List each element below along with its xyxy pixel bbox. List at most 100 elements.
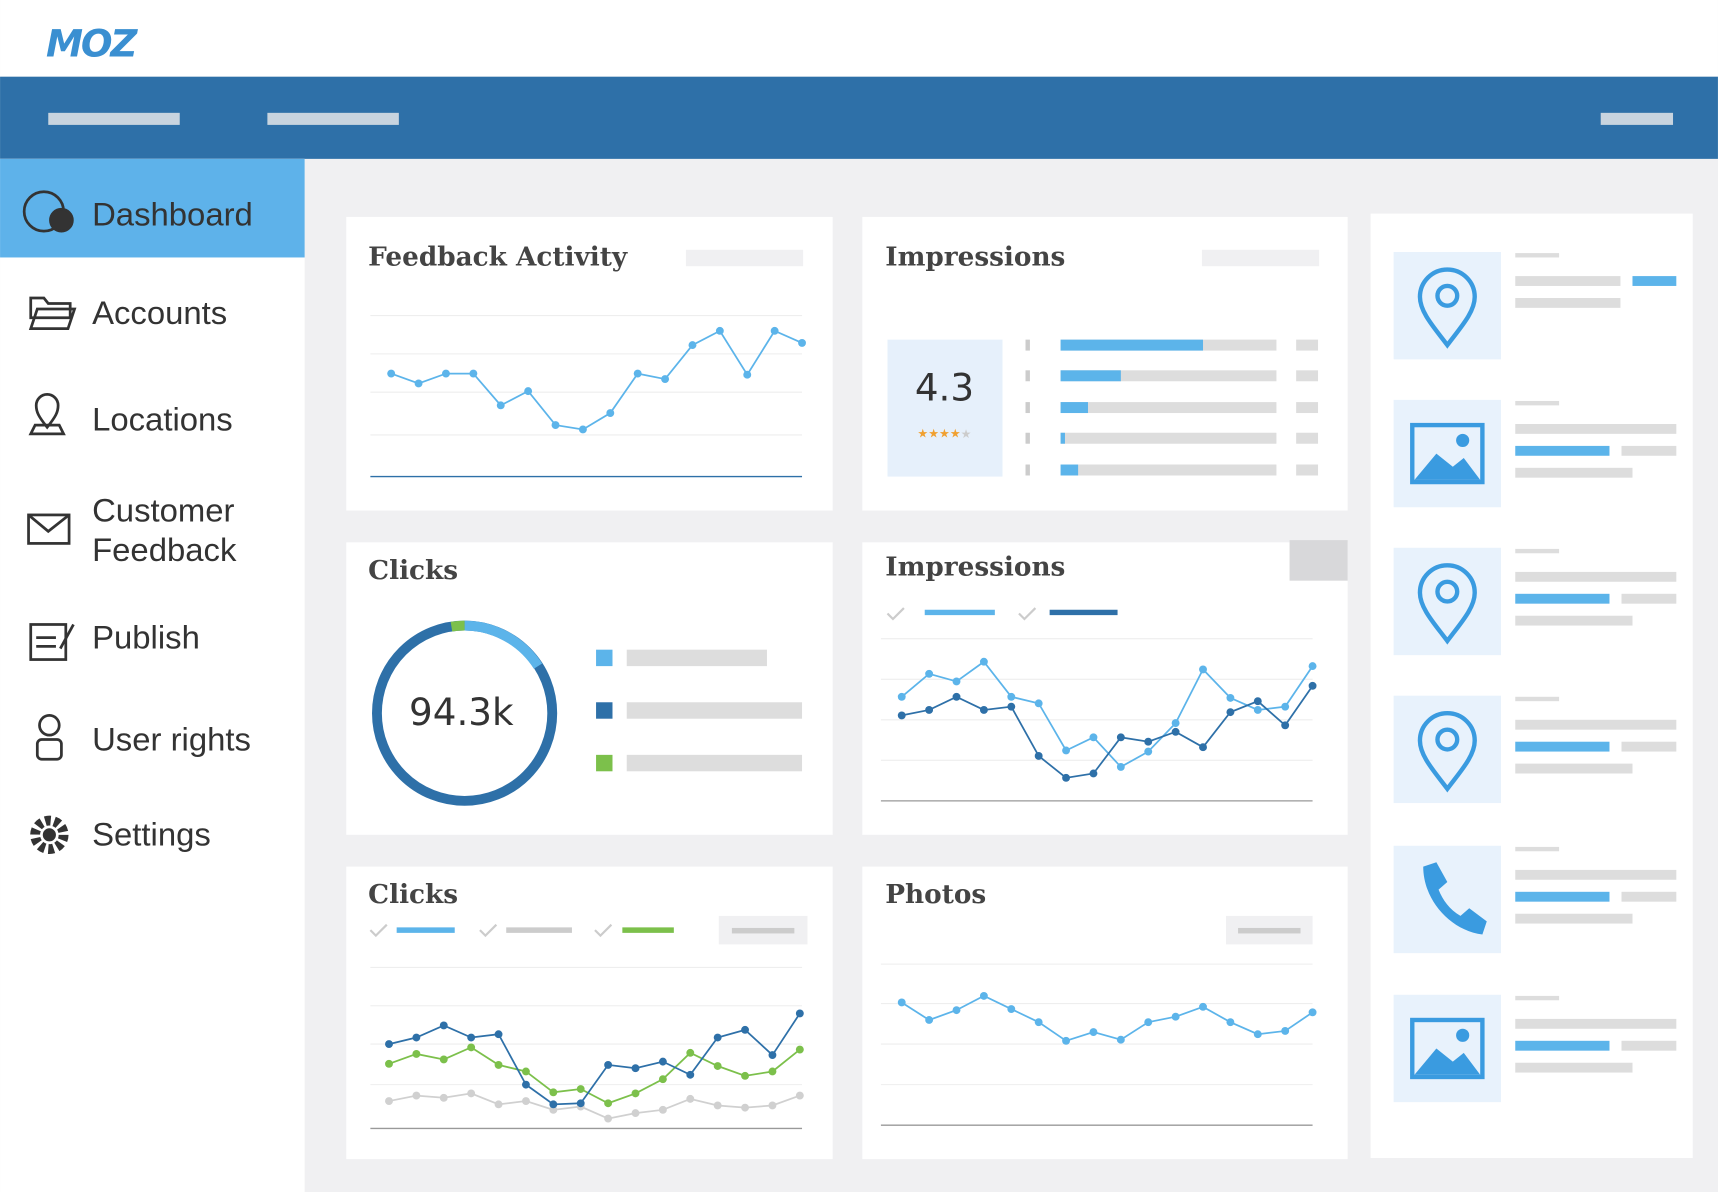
point — [795, 1045, 804, 1054]
point — [606, 409, 615, 417]
point — [1116, 762, 1125, 771]
point — [897, 711, 906, 720]
text-line — [1515, 719, 1677, 730]
image-sun — [1456, 433, 1470, 447]
point — [412, 1050, 421, 1058]
point — [1089, 733, 1098, 742]
point — [633, 369, 642, 378]
point — [743, 370, 752, 379]
nav-item[interactable]: Dashboard — [92, 196, 253, 233]
point — [1308, 662, 1317, 671]
nav-placeholder[interactable] — [48, 112, 180, 125]
bar-label — [1025, 464, 1030, 476]
pin-icon — [1417, 711, 1477, 793]
rating-box — [887, 339, 1003, 477]
pin-dot — [1435, 727, 1460, 752]
point — [1226, 693, 1235, 702]
donut-legend — [596, 649, 803, 772]
series-line — [901, 660, 1314, 769]
text-line — [1515, 1062, 1633, 1073]
point — [1253, 705, 1262, 714]
point — [385, 1059, 393, 1068]
nav-item[interactable]: User rights — [92, 720, 251, 757]
point — [576, 1085, 585, 1093]
bar-fill — [1060, 402, 1088, 414]
nav-item[interactable]: Publish — [92, 619, 200, 656]
rating: 4.3 — [915, 366, 974, 410]
nav-item[interactable]: Settings — [92, 816, 211, 853]
point — [897, 692, 906, 701]
point — [768, 1067, 777, 1076]
point — [741, 1071, 750, 1080]
point — [631, 1064, 640, 1073]
point — [387, 369, 396, 378]
rating-bars — [1025, 339, 1319, 476]
bar-count — [1296, 432, 1319, 444]
text-line — [1621, 891, 1677, 902]
point — [798, 338, 806, 347]
point — [768, 1051, 777, 1059]
bar-count — [1296, 464, 1319, 476]
nav-item[interactable]: Accounts — [92, 294, 227, 331]
text-line — [1621, 593, 1677, 604]
sidebar — [0, 158, 305, 1192]
placeholders — [685, 249, 1348, 945]
point — [658, 1057, 667, 1066]
point — [521, 1097, 530, 1106]
point — [979, 657, 988, 666]
point — [414, 379, 423, 388]
text-line — [1515, 467, 1633, 478]
text-line — [1515, 869, 1677, 880]
point — [549, 1100, 558, 1109]
point — [658, 1075, 667, 1084]
point — [1089, 769, 1098, 778]
point — [795, 1009, 804, 1018]
point — [412, 1033, 421, 1042]
nav-item[interactable]: Customer — [92, 491, 234, 528]
point — [741, 1025, 750, 1034]
point — [686, 1070, 695, 1079]
text-line — [1621, 741, 1677, 752]
nav-placeholder[interactable] — [1600, 112, 1674, 125]
point — [979, 705, 988, 714]
point — [686, 1048, 695, 1057]
nav-placeholder[interactable] — [267, 112, 399, 125]
pin-dot — [1435, 283, 1460, 308]
text-line — [1515, 763, 1633, 774]
point — [412, 1091, 421, 1100]
point — [1034, 1018, 1043, 1027]
nav-item[interactable]: Locations — [92, 400, 233, 437]
point — [686, 1094, 695, 1103]
line-legends — [369, 607, 1118, 938]
text-line — [1515, 445, 1610, 456]
point — [1171, 1012, 1180, 1021]
point — [604, 1114, 613, 1123]
widget-title: Feedback Activity — [368, 242, 628, 273]
point — [604, 1060, 613, 1069]
point — [549, 1105, 558, 1114]
nav-item[interactable]: Feedback — [92, 531, 237, 568]
image-mountain — [1414, 1048, 1481, 1075]
bar-count — [1296, 402, 1319, 414]
image-icon — [1410, 1017, 1485, 1080]
point — [1308, 681, 1317, 690]
logo[interactable]: MOZ — [46, 22, 141, 66]
widget-title: Clicks — [368, 879, 458, 910]
point — [494, 1100, 503, 1109]
text-line — [1515, 741, 1610, 752]
point — [439, 1055, 448, 1064]
bar-count — [1296, 339, 1319, 351]
text-line — [1515, 298, 1621, 308]
bar-fill — [1060, 464, 1079, 476]
point — [494, 1030, 503, 1039]
point — [1308, 1008, 1317, 1017]
image-sun — [1456, 1028, 1470, 1042]
point — [1171, 727, 1180, 736]
point — [442, 369, 450, 378]
point — [439, 1093, 448, 1102]
sidebar-icons — [22, 190, 77, 855]
active-item[interactable] — [0, 158, 305, 258]
mini-charts — [370, 314, 1317, 1130]
series-line — [901, 994, 1314, 1042]
